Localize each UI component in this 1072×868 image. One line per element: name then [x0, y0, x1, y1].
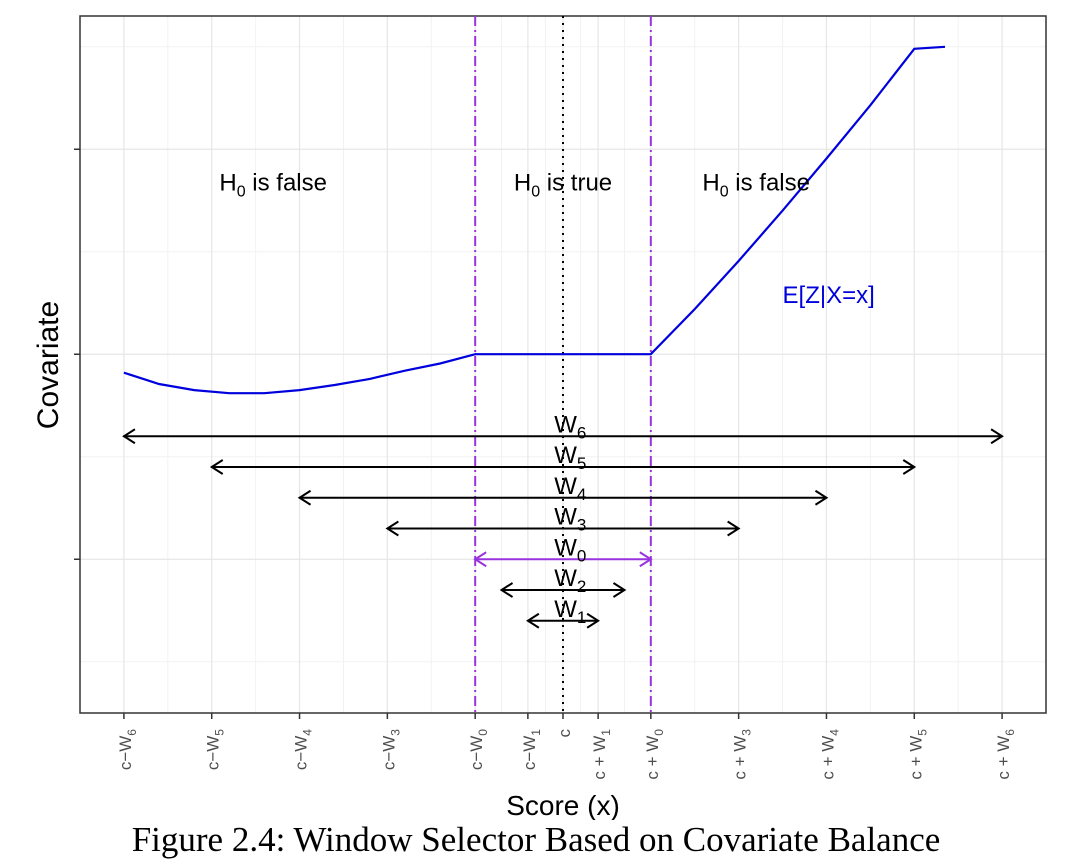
x-tick-label: c + W4 [818, 729, 841, 780]
window-label: W3 [554, 504, 586, 535]
x-tick-label: c + W1 [590, 729, 613, 780]
region-label: H0 is true [514, 169, 612, 200]
window-label: W6 [554, 411, 586, 442]
arrow-head-left [297, 489, 312, 506]
region-label: H0 is false [219, 169, 327, 200]
window-label: W5 [554, 442, 586, 473]
x-tick-label: c−W6 [116, 729, 139, 770]
arrow-head-right [586, 612, 600, 629]
x-tick-label: c + W6 [994, 729, 1017, 780]
window-label: W0 [554, 534, 586, 565]
x-tick-label: c−W0 [467, 729, 490, 770]
reference-lines [474, 16, 652, 713]
x-tick-label: c + W0 [643, 729, 666, 780]
x-tick-label: c−W3 [379, 729, 402, 770]
figure-caption: Figure 2.4: Window Selector Based on Cov… [131, 820, 941, 859]
x-tick-label: c−W5 [204, 729, 227, 770]
arrow-head-right [902, 459, 917, 475]
arrow-head-left [473, 551, 487, 568]
x-tick-label: c + W5 [906, 729, 929, 780]
window-label: W4 [554, 473, 586, 504]
arrow-head-right [814, 489, 829, 506]
arrow-head-left [499, 582, 514, 598]
x-tick-label: c−W4 [292, 729, 315, 770]
x-tick-label: c + W3 [731, 729, 754, 780]
x-ticks: c−W6 c−W5 c−W4 c−W3 c−W0 c−W1 c c + W1 c + W0 c +… [116, 713, 1017, 780]
x-tick-label: c−W1 [520, 729, 543, 770]
region-labels: H0 is false H0 is true H0 is false [219, 169, 810, 200]
series-label: E[Z|X=x] [783, 282, 875, 309]
region-label: H0 is false [702, 169, 810, 200]
arrow-head-right [990, 428, 1004, 445]
x-tick-label: c [555, 729, 574, 738]
y-ticks [74, 148, 80, 560]
y-axis-label: Covariate [32, 301, 65, 429]
arrow-head-left [526, 612, 540, 629]
chart: c−W6 c−W5 c−W4 c−W3 c−W0 c−W1 c c + W1 c + W0 c +… [32, 15, 1047, 820]
window-label: W1 [554, 596, 586, 627]
window-label: W2 [554, 565, 586, 596]
arrow-head-right [727, 520, 741, 537]
arrow-head-left [209, 459, 224, 475]
series-curve [123, 45, 946, 395]
arrow-head-left [122, 428, 136, 445]
arrow-head-left [385, 520, 399, 537]
arrow-head-right [612, 582, 627, 598]
arrow-head-right [639, 551, 653, 568]
x-axis-label: Score (x) [506, 790, 620, 820]
